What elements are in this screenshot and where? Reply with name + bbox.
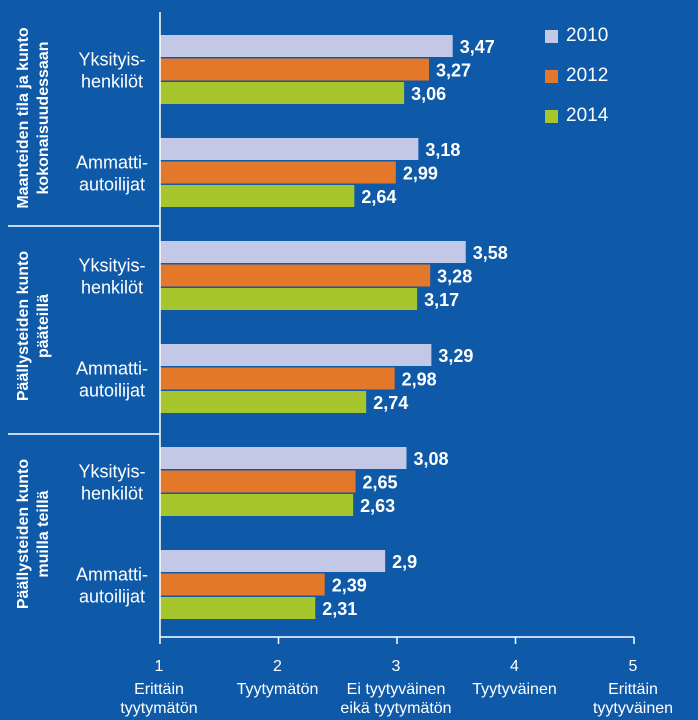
value-label-g2-c0-2012: 2,65 [363, 473, 398, 493]
bar-g2-c1-2014 [160, 597, 316, 619]
value-label-g1-c0-2012: 3,28 [437, 267, 472, 287]
bar-g2-c0-2012 [160, 470, 356, 493]
value-label-g0-c1-2012: 2,99 [403, 164, 438, 184]
bar-g1-c1-2014 [160, 391, 367, 413]
bar-g0-c1-2012 [160, 161, 396, 184]
value-label-g1-c1-2012: 2,98 [402, 370, 437, 390]
legend-item-2010: 2010 [545, 25, 609, 46]
bar-g2-c1-2010 [160, 550, 386, 572]
x-tick-label-4: Tyytyväinen [472, 681, 556, 698]
legend-swatch-2014 [545, 109, 558, 123]
value-label-g2-c1-2014: 2,31 [322, 599, 357, 619]
category-label-g1-c1: Ammatti-autoilijat [76, 359, 148, 401]
value-label-g1-c1-2010: 3,29 [438, 346, 473, 366]
legend-item-2014: 2014 [545, 105, 609, 126]
bar-g1-c1-2010 [160, 344, 432, 366]
group-title-0: Maanteiden tila ja kunto kokonaisuudessaa… [15, 27, 52, 209]
value-label-g0-c1-2010: 3,18 [425, 140, 460, 160]
value-label-g2-c0-2014: 2,63 [360, 496, 395, 516]
x-tick-label-5: Erittäin tyytyväinen [593, 681, 673, 717]
legend-label-2014: 2014 [566, 105, 609, 126]
bar-g0-c0-2014 [160, 82, 405, 104]
bar-g0-c1-2014 [160, 185, 355, 207]
bar-g0-c1-2010 [160, 138, 419, 160]
value-label-g1-c1-2014: 2,74 [373, 393, 408, 413]
group-title-2: Päällysteiden kunto muilla teillä [15, 459, 52, 609]
bar-g0-c0-2012 [160, 58, 429, 81]
x-tick-label-1: Erittäin tyytymätön [120, 681, 197, 717]
bar-g2-c0-2014 [160, 494, 354, 516]
value-label-g2-c1-2012: 2,39 [332, 576, 367, 596]
category-label-g2-c0: Yksityis-henkilöt [79, 462, 146, 504]
value-label-g2-c1-2010: 2,9 [392, 552, 417, 572]
x-tick-number-4: 4 [510, 658, 519, 675]
category-label-g0-c0: Yksityis-henkilöt [79, 50, 146, 92]
category-label-g1-c0: Yksityis-henkilöt [79, 256, 146, 298]
value-label-g0-c1-2014: 2,64 [361, 187, 396, 207]
value-label-g1-c0-2010: 3,58 [473, 243, 508, 263]
legend-swatch-2012 [545, 69, 558, 83]
bar-g2-c0-2010 [160, 447, 407, 469]
x-tick-label-3: Ei tyytyväinen eikä tyytymätön [340, 681, 451, 717]
bar-g1-c0-2012 [160, 264, 431, 287]
x-tick-number-5: 5 [629, 658, 638, 675]
x-tick-label-2: Tyytymätön [237, 681, 319, 698]
category-label-g2-c1: Ammatti-autoilijat [76, 565, 148, 607]
legend-label-2010: 2010 [566, 25, 609, 46]
group-title-1: Päällysteiden kunto pääteillä [15, 251, 52, 401]
bar-g2-c1-2012 [160, 573, 325, 596]
x-tick-number-1: 1 [155, 658, 164, 675]
legend-label-2012: 2012 [566, 65, 609, 86]
bar-g1-c0-2014 [160, 288, 418, 310]
value-label-g0-c0-2012: 3,27 [436, 61, 471, 81]
x-tick-number-2: 2 [273, 658, 282, 675]
bar-g1-c1-2012 [160, 367, 395, 390]
value-label-g2-c0-2010: 3,08 [413, 449, 448, 469]
bar-g0-c0-2010 [160, 35, 453, 57]
bar-g1-c0-2010 [160, 241, 466, 263]
value-label-g0-c0-2010: 3,47 [460, 37, 495, 57]
value-label-g1-c0-2014: 3,17 [424, 290, 459, 310]
legend-item-2012: 2012 [545, 65, 609, 86]
x-tick-number-3: 3 [392, 658, 401, 675]
chart-legend: 2010 2012 2014 [545, 25, 609, 146]
value-label-g0-c0-2014: 3,06 [411, 84, 446, 104]
category-label-g0-c1: Ammatti-autoilijat [76, 153, 148, 195]
legend-swatch-2010 [545, 29, 558, 43]
